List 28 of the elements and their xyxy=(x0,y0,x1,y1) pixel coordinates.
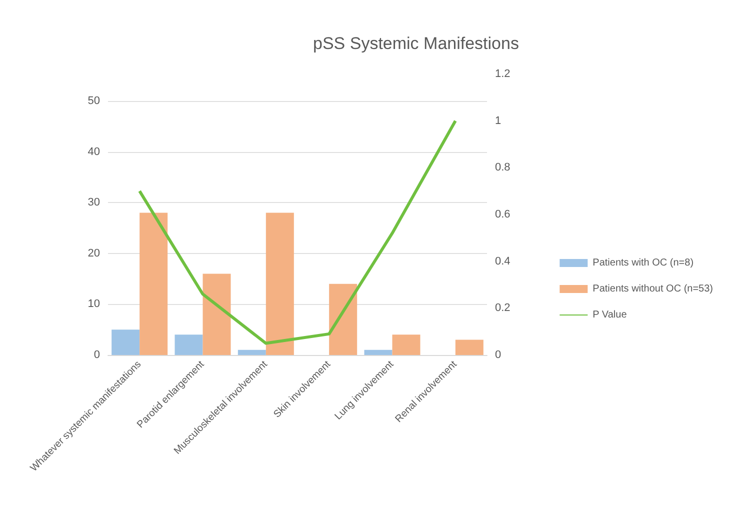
line-series xyxy=(138,119,457,345)
y2-tick-label: 0.4 xyxy=(495,255,510,268)
bar xyxy=(329,284,358,355)
bar xyxy=(174,334,203,355)
y-tick-label: 10 xyxy=(88,298,100,310)
y-tick-label: 50 xyxy=(88,95,100,107)
y-tick-label: 30 xyxy=(88,196,100,209)
y2-tick-label: 0.6 xyxy=(495,208,510,220)
y2-tick-label: 1.2 xyxy=(495,68,510,80)
y2-tick-label: 1 xyxy=(495,114,502,127)
y-tick-label: 20 xyxy=(88,247,100,260)
legend-label: Patients with OC (n=8) xyxy=(592,258,694,268)
y2-tick-label: 0.2 xyxy=(495,302,510,314)
legend-label: P Value xyxy=(592,310,628,320)
bar xyxy=(392,334,420,355)
y2-tick-label: 0 xyxy=(495,349,502,361)
bar xyxy=(238,350,266,355)
y-tick-label: 40 xyxy=(88,146,100,158)
bar xyxy=(266,212,294,355)
y-tick-label: 0 xyxy=(94,349,100,361)
bar xyxy=(364,350,392,355)
bar xyxy=(112,330,140,355)
bar xyxy=(202,274,231,355)
y2-tick-label: 0.8 xyxy=(495,162,510,174)
legend-label: Patients without OC (n=53) xyxy=(592,284,714,294)
bar xyxy=(455,340,484,355)
chart-title: pSS Systemic Manifestions xyxy=(313,34,519,53)
bar xyxy=(140,212,168,355)
